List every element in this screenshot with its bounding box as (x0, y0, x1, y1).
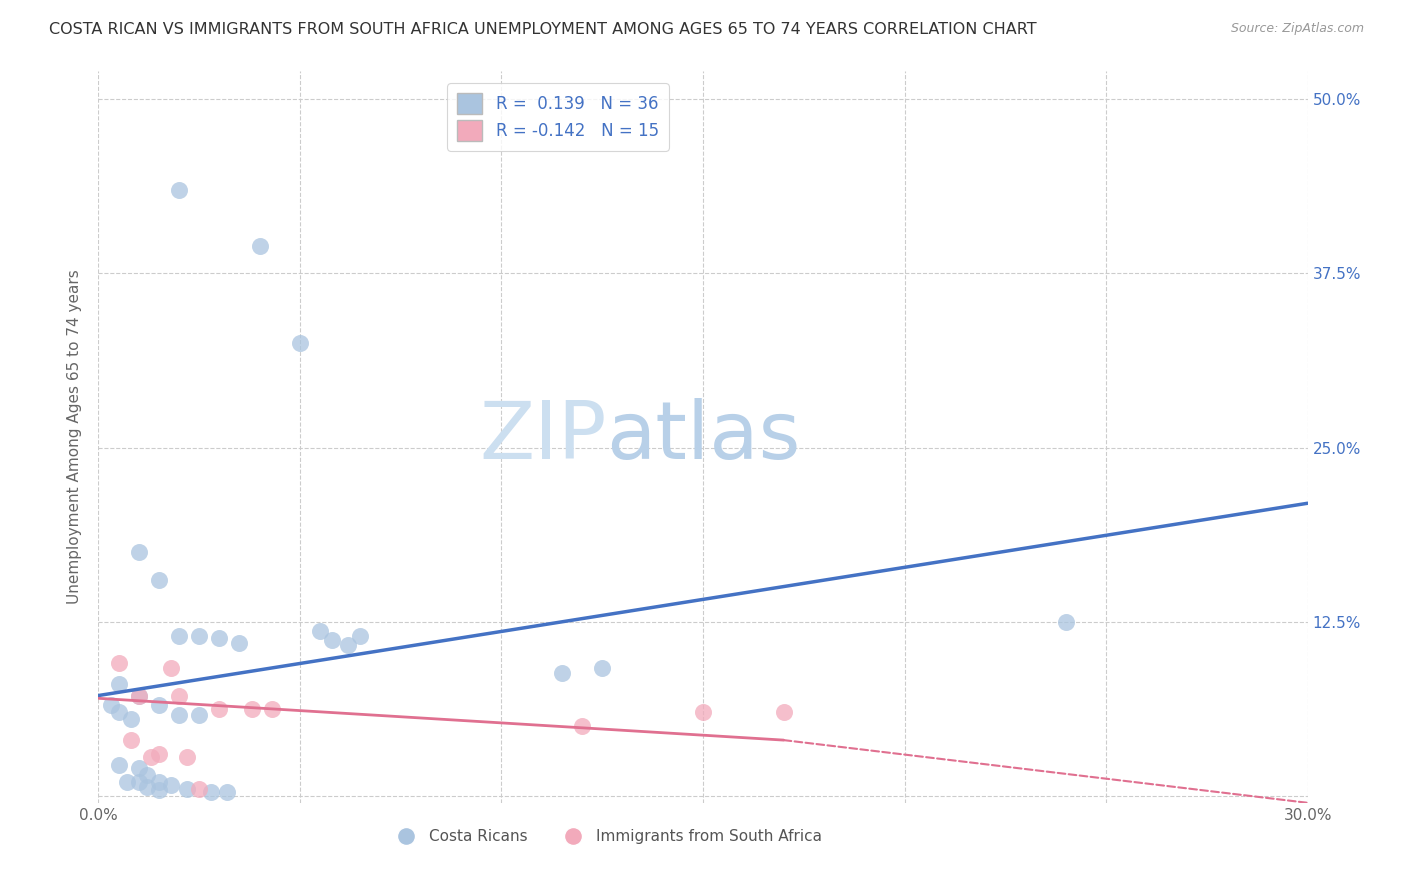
Point (321, 632, 343, 647)
Point (188, 708, 211, 723)
Point (160, 660, 183, 674)
Point (176, 749, 198, 764)
Point (107, 677, 129, 691)
Point (240, 702, 263, 716)
Point (135, 768, 157, 782)
Point (148, 573, 170, 587)
Point (148, 698, 170, 713)
Point (591, 660, 613, 674)
Point (128, 689, 150, 703)
Point (249, 238, 271, 252)
Point (208, 632, 231, 646)
Point (128, 545, 150, 559)
Point (772, 705, 794, 719)
Point (148, 775, 170, 789)
Point (148, 747, 170, 761)
Point (200, 785, 222, 799)
Point (176, 781, 198, 796)
Point (217, 785, 239, 799)
Legend: Costa Ricans, Immigrants from South Africa: Costa Ricans, Immigrants from South Afri… (384, 822, 828, 850)
Point (128, 689, 150, 703)
Point (571, 719, 593, 733)
Point (115, 775, 138, 789)
Point (188, 629, 211, 643)
Point (309, 624, 332, 639)
Point (128, 761, 150, 775)
Y-axis label: Unemployment Among Ages 65 to 74 years: Unemployment Among Ages 65 to 74 years (67, 269, 83, 605)
Point (260, 702, 283, 716)
Point (120, 712, 142, 726)
Point (167, 183, 190, 197)
Text: Source: ZipAtlas.com: Source: ZipAtlas.com (1230, 22, 1364, 36)
Text: atlas: atlas (606, 398, 800, 476)
Point (128, 775, 150, 789)
Point (692, 705, 714, 719)
Point (1054, 615, 1077, 629)
Point (160, 778, 183, 792)
Point (167, 708, 190, 723)
Text: COSTA RICAN VS IMMIGRANTS FROM SOUTH AFRICA UNEMPLOYMENT AMONG AGES 65 TO 74 YEA: COSTA RICAN VS IMMIGRANTS FROM SOUTH AFR… (49, 22, 1036, 37)
Point (288, 336, 311, 351)
Point (167, 629, 190, 643)
Point (167, 689, 190, 703)
Point (349, 629, 371, 643)
Point (337, 639, 360, 653)
Point (148, 783, 170, 797)
Point (228, 635, 250, 649)
Point (107, 657, 129, 671)
Point (120, 733, 142, 747)
Point (188, 781, 211, 796)
Point (551, 666, 574, 681)
Point (135, 780, 157, 795)
Point (208, 702, 231, 716)
Text: ZIP: ZIP (479, 398, 606, 476)
Point (107, 758, 129, 772)
Point (139, 749, 162, 764)
Point (100, 698, 122, 713)
Point (107, 705, 129, 719)
